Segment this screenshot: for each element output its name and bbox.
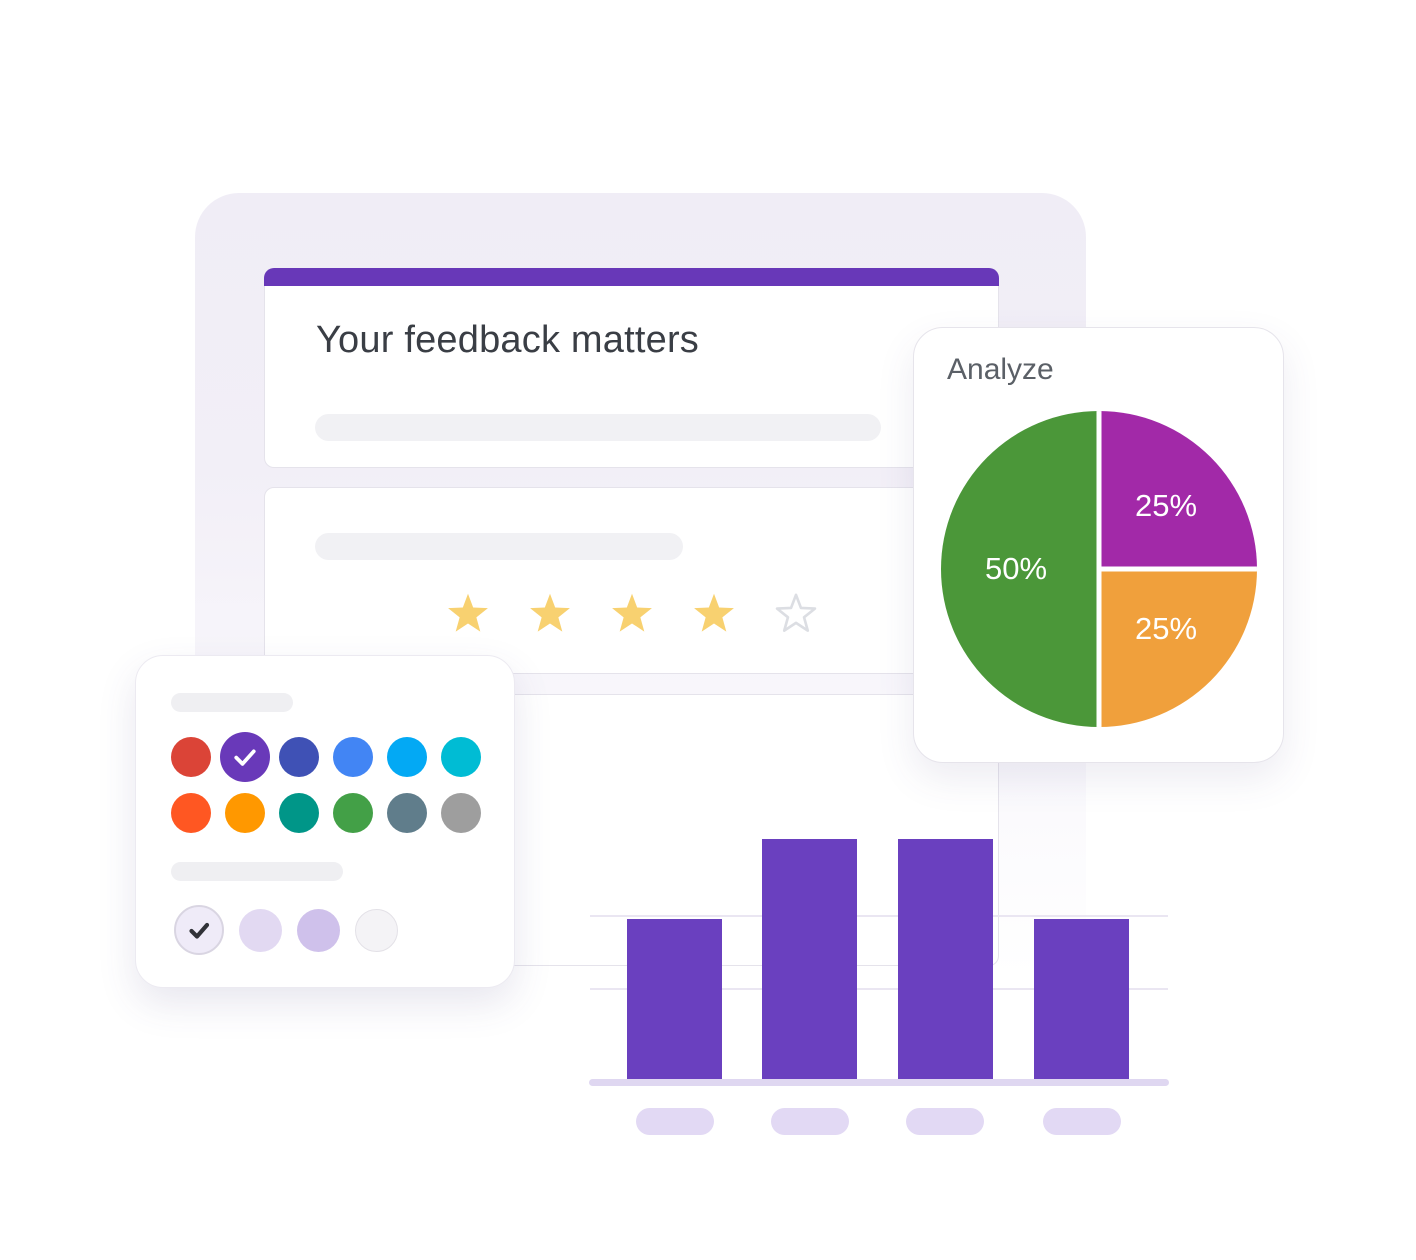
axis-label-placeholder [771,1108,849,1135]
bar [627,919,722,1079]
question-text-placeholder [315,533,683,560]
color-swatch-orange[interactable] [225,793,265,833]
color-swatch-green[interactable] [333,793,373,833]
color-swatch-teal[interactable] [279,793,319,833]
star-filled-icon[interactable] [610,592,654,634]
background-option[interactable] [355,908,398,952]
color-swatch-cyan[interactable] [441,737,481,777]
star-rating [446,592,818,634]
star-empty-icon[interactable] [774,592,818,634]
bar [762,839,857,1079]
pie-divider-horizontal [1099,566,1257,572]
pie-label-orange: 25% [1134,611,1198,646]
color-swatch-purple-selected[interactable] [220,732,270,782]
star-filled-icon[interactable] [692,592,736,634]
form-title: Your feedback matters [316,319,700,361]
star-filled-icon[interactable] [446,592,490,634]
color-swatch-deeporange[interactable] [171,793,211,833]
theme-picker-card [135,655,515,988]
bar [898,839,993,1079]
color-swatch-lightblue[interactable] [387,737,427,777]
pie-label-purple: 25% [1134,488,1198,523]
color-palette-row [171,793,481,833]
color-swatch-bluegray[interactable] [387,793,427,833]
background-option[interactable] [239,908,282,952]
pie-chart: 50% 25% 25% [941,411,1257,727]
color-swatch-red[interactable] [171,737,211,777]
analyze-card: Analyze 50% 25% 25% [913,327,1284,763]
answer-input-placeholder [315,414,881,441]
form-title-card-body: Your feedback matters [264,286,999,468]
background-option[interactable] [297,908,340,952]
analyze-title: Analyze [947,353,1054,386]
color-swatch-blue[interactable] [333,737,373,777]
axis-label-placeholder [1043,1108,1121,1135]
bar-chart-gridline [590,915,1168,917]
bar [1034,919,1129,1079]
section-title-placeholder [171,693,293,712]
form-accent-bar [264,268,999,286]
background-option-selected[interactable] [174,905,224,955]
color-swatch-indigo[interactable] [279,737,319,777]
star-filled-icon[interactable] [528,592,572,634]
rating-question-card [264,487,999,674]
color-palette-row [171,732,481,782]
check-icon [234,749,256,766]
axis-label-placeholder [636,1108,714,1135]
color-swatch-gray[interactable] [441,793,481,833]
check-icon [189,922,210,939]
bar-chart-gridline [590,988,1168,990]
pie-label-green: 50% [984,551,1048,586]
bar-chart-baseline [589,1079,1169,1086]
background-options-row [174,905,398,955]
section-title-placeholder [171,862,343,881]
axis-label-placeholder [906,1108,984,1135]
form-title-card: Your feedback matters [264,268,999,468]
